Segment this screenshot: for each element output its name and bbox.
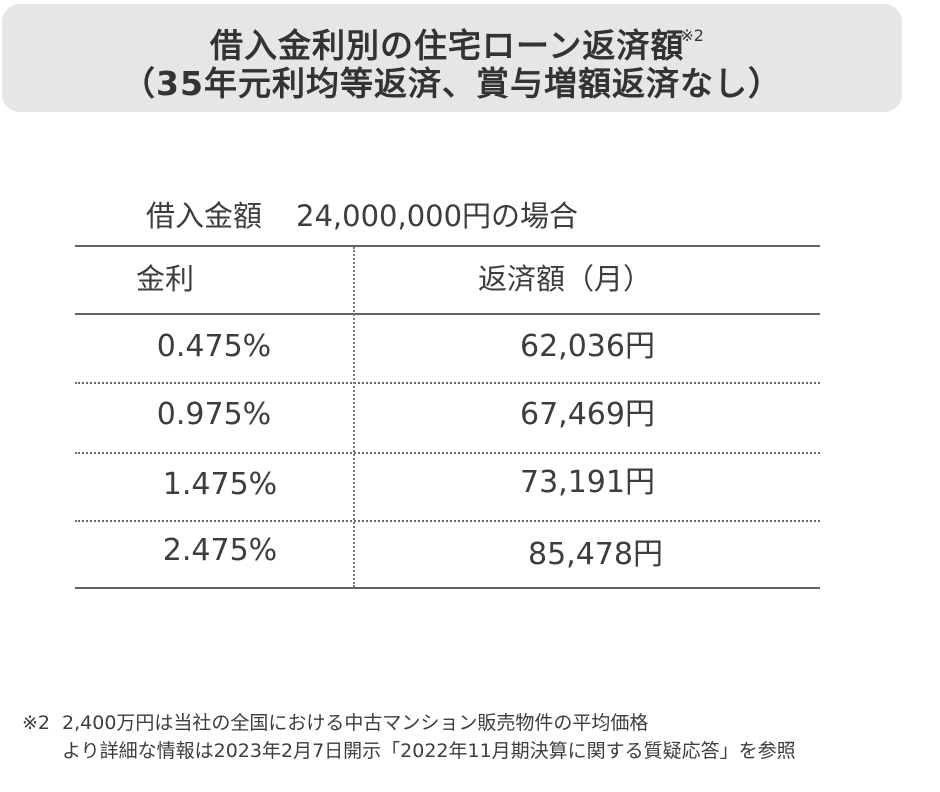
table-bottom-rule	[75, 587, 820, 589]
header-rate: 金利	[135, 262, 194, 296]
row-4-payment: 85,478円	[528, 537, 663, 572]
footnote-mark: ※2	[22, 712, 51, 734]
row-divider	[75, 452, 820, 454]
header-payment: 返済額（月）	[477, 262, 652, 296]
repayment-table: 金利 返済額（月） 0.475% 62,036円 0.975% 67,469円 …	[75, 245, 820, 589]
footnote-1: ※2 2,400万円は当社の全国における中古マンション販売物件の平均価格	[22, 710, 648, 736]
title-main-text: 借入金利別の住宅ローン返済額	[210, 26, 685, 65]
loan-amount-caption: 借入金額 24,000,000円の場合	[146, 196, 578, 236]
table-header-rule	[75, 313, 820, 315]
row-3-rate: 1.475%	[162, 467, 278, 502]
title-line-1: 借入金利別の住宅ローン返済額※2	[2, 16, 902, 66]
title-footnote-mark: ※2	[680, 26, 704, 45]
footnote-2: より詳細な情報は2023年2月7日開示「2022年11月期決算に関する質疑応答」…	[62, 740, 796, 762]
table-top-rule	[75, 245, 820, 247]
row-1-payment: 62,036円	[520, 329, 655, 364]
row-1-rate: 0.475%	[156, 329, 272, 364]
loan-amount-label: 借入金額	[146, 199, 263, 233]
column-divider	[353, 247, 355, 587]
row-divider	[75, 520, 820, 522]
row-3-payment: 73,191円	[520, 465, 655, 500]
row-divider	[75, 382, 820, 384]
loan-amount-value: 24,000,000円の場合	[296, 199, 579, 233]
footnote-1-text: 2,400万円は当社の全国における中古マンション販売物件の平均価格	[62, 712, 649, 734]
row-4-rate: 2.475%	[162, 533, 278, 568]
row-2-payment: 67,469円	[520, 397, 655, 432]
title-banner: 借入金利別の住宅ローン返済額※2 （35年元利均等返済、賞与増額返済なし）	[2, 4, 902, 112]
title-line-2: （35年元利均等返済、賞与増額返済なし）	[122, 64, 782, 103]
row-2-rate: 0.975%	[156, 397, 272, 432]
